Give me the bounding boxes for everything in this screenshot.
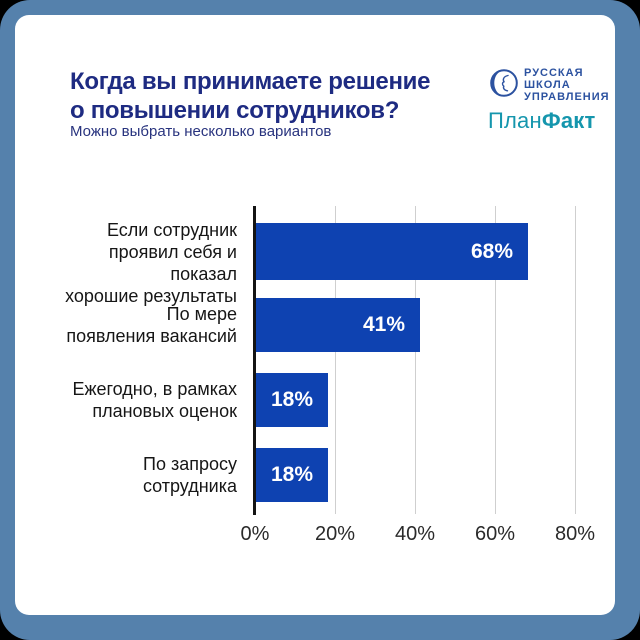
gridline-20 <box>335 206 336 514</box>
bar-value-label: 18% <box>270 388 313 411</box>
planfact-logo: ПланФакт <box>488 108 595 134</box>
y-axis-line <box>253 206 256 515</box>
category-label: По запросу сотрудника <box>142 454 237 496</box>
gridline-40 <box>415 206 416 514</box>
bar: 68% <box>256 223 528 280</box>
gridline-60 <box>495 206 496 514</box>
x-tick-label: 80% <box>554 523 596 545</box>
bar: 18% <box>256 373 328 427</box>
page-title: Когда вы принимаете решение о повышении … <box>70 68 431 124</box>
category-label: Если сотрудник проявил себя и показал хо… <box>65 220 237 306</box>
rsu-logo: РУССКАЯ ШКОЛА УПРАВЛЕНИЯ <box>490 67 610 103</box>
bar-value-label: 68% <box>470 239 513 263</box>
bar: 18% <box>256 448 328 502</box>
bar-value-label: 41% <box>362 313 405 336</box>
planfact-logo-part1: План <box>488 108 542 133</box>
bar-value-label: 18% <box>270 463 313 486</box>
x-tick-label: 60% <box>474 523 516 545</box>
planfact-logo-part2: Факт <box>541 108 596 133</box>
bar: 41% <box>256 298 420 352</box>
category-label: Ежегодно, в рамках плановых оценок <box>72 379 237 421</box>
category-label: По мере появления вакансий <box>66 304 237 346</box>
rsu-logo-text: РУССКАЯ ШКОЛА УПРАВЛЕНИЯ <box>524 67 610 103</box>
x-tick-label: 40% <box>394 523 436 545</box>
x-tick-label: 20% <box>314 523 356 545</box>
content-card: Когда вы принимаете решение о повышении … <box>15 15 615 615</box>
x-tick-label: 0% <box>240 523 270 545</box>
face-profile-circle-icon <box>490 68 518 102</box>
page-subtitle: Можно выбрать несколько вариантов <box>70 123 332 140</box>
gridline-80 <box>575 206 576 514</box>
